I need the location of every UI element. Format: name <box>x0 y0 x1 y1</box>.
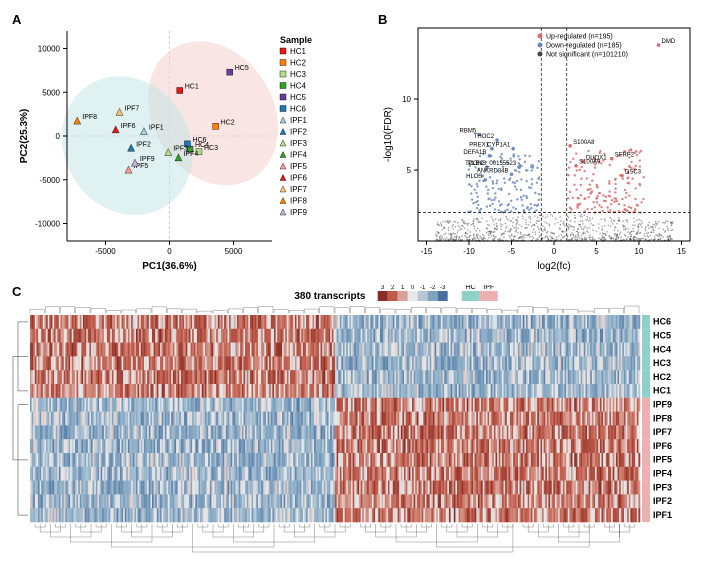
svg-text:IPF6: IPF6 <box>121 123 136 130</box>
svg-text:5: 5 <box>594 247 599 256</box>
svg-text:IPF8: IPF8 <box>290 197 307 206</box>
svg-text:DSC3: DSC3 <box>625 170 642 176</box>
svg-text:Not significant (n=101210): Not significant (n=101210) <box>546 52 628 59</box>
svg-text:IPF8: IPF8 <box>82 114 97 121</box>
svg-text:Sample: Sample <box>280 35 312 45</box>
svg-text:IPF2: IPF2 <box>290 128 307 137</box>
svg-text:5000: 5000 <box>42 88 60 97</box>
svg-text:-5: -5 <box>508 247 516 256</box>
svg-text:IPF6: IPF6 <box>290 174 307 183</box>
svg-text:HC2: HC2 <box>290 59 307 68</box>
svg-text:IPF9: IPF9 <box>140 156 155 163</box>
svg-text:HC3: HC3 <box>290 70 307 79</box>
svg-text:IPF1: IPF1 <box>149 125 164 132</box>
svg-text:HLCS: HLCS <box>466 174 482 180</box>
svg-text:TCONS_00155523: TCONS_00155523 <box>465 161 517 167</box>
svg-text:10000: 10000 <box>38 45 61 54</box>
svg-text:S100A8: S100A8 <box>573 140 595 146</box>
svg-text:PC1(36.6%): PC1(36.6%) <box>142 261 196 272</box>
svg-text:10: 10 <box>402 95 411 104</box>
svg-text:PC2(25.3%): PC2(25.3%) <box>19 109 30 163</box>
svg-text:-log10(FDR): -log10(FDR) <box>383 107 394 162</box>
svg-text:HC5: HC5 <box>235 65 249 72</box>
svg-text:HC1: HC1 <box>185 84 199 91</box>
svg-text:HC1: HC1 <box>290 47 307 56</box>
svg-text:IPF3: IPF3 <box>290 139 307 148</box>
svg-text:-15: -15 <box>421 247 433 256</box>
volcano-plot: -15 -10 -5 0 5 10 15 5 10 log2(fc) -log10(FDR) DMD S… <box>378 16 700 276</box>
svg-text:HC4: HC4 <box>290 82 307 91</box>
svg-text:-5000: -5000 <box>95 247 116 256</box>
svg-text:HC6: HC6 <box>290 105 307 114</box>
svg-text:IPF7: IPF7 <box>290 185 307 194</box>
svg-text:SFRP2: SFRP2 <box>615 153 635 159</box>
svg-text:IPF9: IPF9 <box>290 208 307 217</box>
svg-text:S100A9: S100A9 <box>579 160 601 166</box>
svg-text:IPF7: IPF7 <box>125 105 140 112</box>
svg-text:-5000: -5000 <box>40 176 61 185</box>
svg-text:log2(fc): log2(fc) <box>537 261 570 272</box>
svg-text:-10000: -10000 <box>35 220 60 229</box>
svg-text:Down-regulated (n=185): Down-regulated (n=185) <box>546 43 622 50</box>
svg-text:IPF1: IPF1 <box>290 116 307 125</box>
svg-text:0: 0 <box>167 247 172 256</box>
svg-text:DEFA1B: DEFA1B <box>463 150 486 156</box>
svg-text:5: 5 <box>407 166 412 175</box>
svg-text:IPF4: IPF4 <box>290 151 307 160</box>
svg-text:10: 10 <box>635 247 644 256</box>
svg-text:Up-regulated (n=195): Up-regulated (n=195) <box>546 34 613 41</box>
svg-text:DMD: DMD <box>662 39 676 45</box>
svg-text:-10: -10 <box>463 247 475 256</box>
svg-text:HC2: HC2 <box>221 119 235 126</box>
svg-text:IPF4: IPF4 <box>183 151 198 158</box>
svg-text:5000: 5000 <box>225 247 243 256</box>
heatmap: HC6HC5HC4HC3HC2HC1IPF9IPF8IPF7IPF6IPF5IP… <box>12 285 700 570</box>
svg-text:0: 0 <box>552 247 557 256</box>
svg-text:THOC2: THOC2 <box>474 134 495 140</box>
svg-text:IPF5: IPF5 <box>290 162 307 171</box>
svg-text:HC5: HC5 <box>290 93 307 102</box>
svg-text:CYP1A1: CYP1A1 <box>487 143 511 149</box>
svg-text:0: 0 <box>56 132 61 141</box>
svg-text:HC6: HC6 <box>192 137 206 144</box>
pca-scatter: -5000 0 5000 -10000 -5000 0 5000 10000 PC1(36.6%… <box>12 16 367 276</box>
svg-text:IPF2: IPF2 <box>136 141 151 148</box>
svg-text:15: 15 <box>677 247 686 256</box>
